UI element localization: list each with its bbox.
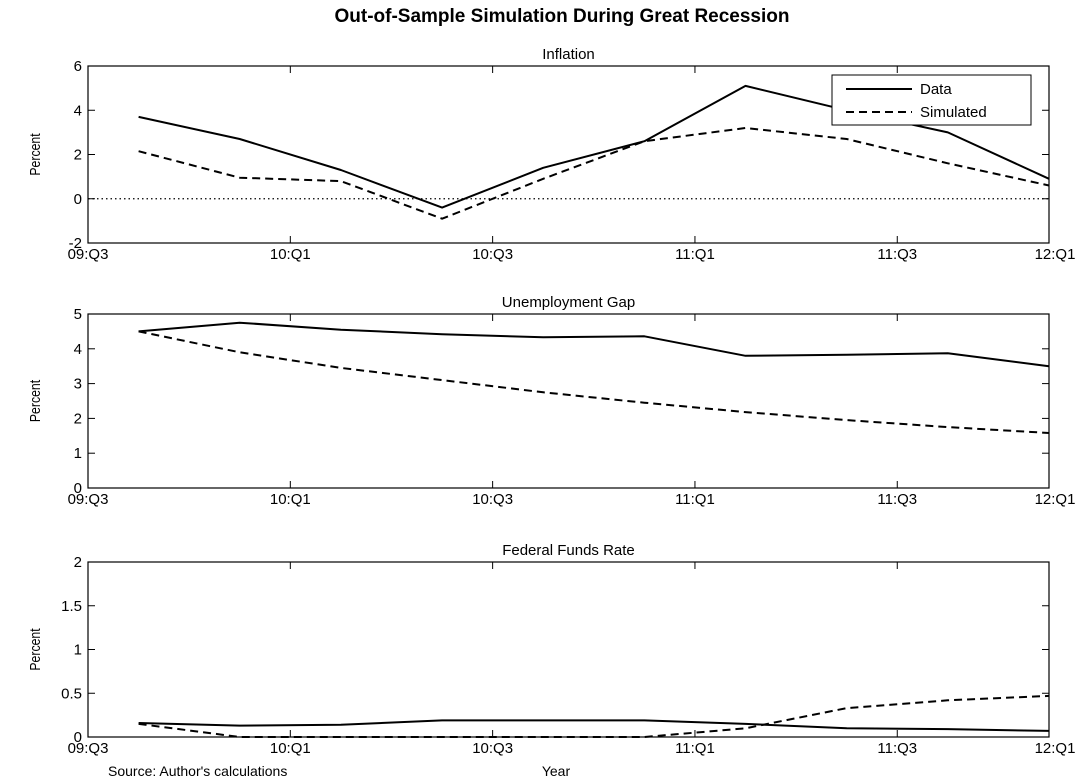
y-axis-label: Percent [27, 133, 43, 176]
panel-title: Inflation [542, 46, 595, 63]
panel-2: Unemployment Gap Percent 0 1 2 3 4 5 09:Q3 10:Q1 1… [27, 294, 1076, 508]
y-tick-label: 5 [74, 306, 82, 323]
x-tick-label: 11:Q1 [675, 740, 715, 757]
series-line-simulated [138, 330, 1050, 434]
axes-frame [87, 313, 1050, 489]
x-tick-label: 09:Q3 [68, 246, 109, 263]
figure-title: Out-of-Sample Simulation During Great Re… [334, 6, 789, 27]
legend-box [831, 74, 1032, 126]
y-tick-label: 2 [74, 147, 82, 164]
chart-panels: Inflation Percent -2 0 2 4 6 09:Q3 10:Q1 10:Q3 11:… [27, 46, 1076, 757]
x-axis-label: Year [542, 763, 571, 779]
source-note: Source: Author's calculations [108, 763, 287, 779]
x-tick-label: 11:Q1 [675, 246, 715, 263]
x-tick-label: 10:Q1 [270, 740, 311, 757]
x-tick-label: 09:Q3 [68, 740, 109, 757]
series-line-simulated [138, 694, 1050, 738]
y-tick-label: 2 [74, 410, 82, 427]
y-tick-label: 0 [74, 191, 82, 208]
panel-3: Federal Funds Rate Percent 0 0.5 1 1.5 2 09:Q3 1… [27, 542, 1076, 757]
x-tick-label: 12:Q1 [1035, 491, 1076, 508]
x-tick-label: 10:Q3 [472, 491, 513, 508]
y-tick-label: 1.5 [61, 598, 82, 615]
y-tick-label: 0 [74, 729, 82, 746]
x-tick-label: 11:Q1 [675, 491, 715, 508]
y-tick-label: 1 [74, 445, 82, 462]
y-tick-label: 4 [74, 341, 82, 358]
x-tick-label: 11:Q3 [877, 740, 917, 757]
y-axis-label: Percent [27, 380, 43, 423]
panel-title: Federal Funds Rate [502, 542, 635, 559]
x-tick-label: 12:Q1 [1035, 246, 1076, 263]
x-tick-label: 12:Q1 [1035, 740, 1076, 757]
legend-label-data: Data [920, 81, 952, 98]
x-tick-label: 10:Q3 [472, 246, 513, 263]
y-tick-label: 4 [74, 102, 82, 119]
y-tick-label: 1 [74, 642, 82, 659]
panel-1: Inflation Percent -2 0 2 4 6 09:Q3 10:Q1 10:Q3 11:… [27, 46, 1076, 263]
x-tick-label: 11:Q3 [877, 491, 917, 508]
legend: Data Simulated [831, 74, 1032, 126]
x-tick-label: 09:Q3 [68, 491, 109, 508]
x-tick-label: 10:Q1 [270, 246, 311, 263]
x-tick-label: 11:Q3 [877, 246, 917, 263]
series-line-data [138, 719, 1050, 732]
legend-label-simulated: Simulated [920, 104, 987, 121]
y-tick-label: -2 [69, 235, 82, 252]
y-axis-label: Percent [27, 628, 43, 671]
x-tick-label: 10:Q1 [270, 491, 311, 508]
y-tick-label: 0.5 [61, 685, 82, 702]
y-tick-label: 0 [74, 480, 82, 497]
y-tick-label: 6 [74, 58, 82, 75]
x-tick-label: 10:Q3 [472, 740, 513, 757]
y-tick-label: 3 [74, 376, 82, 393]
axes-frame [87, 561, 1050, 738]
series-line-data [138, 321, 1050, 368]
y-tick-label: 2 [74, 554, 82, 571]
panel-title: Unemployment Gap [502, 294, 635, 311]
series-line-simulated [138, 127, 1050, 220]
